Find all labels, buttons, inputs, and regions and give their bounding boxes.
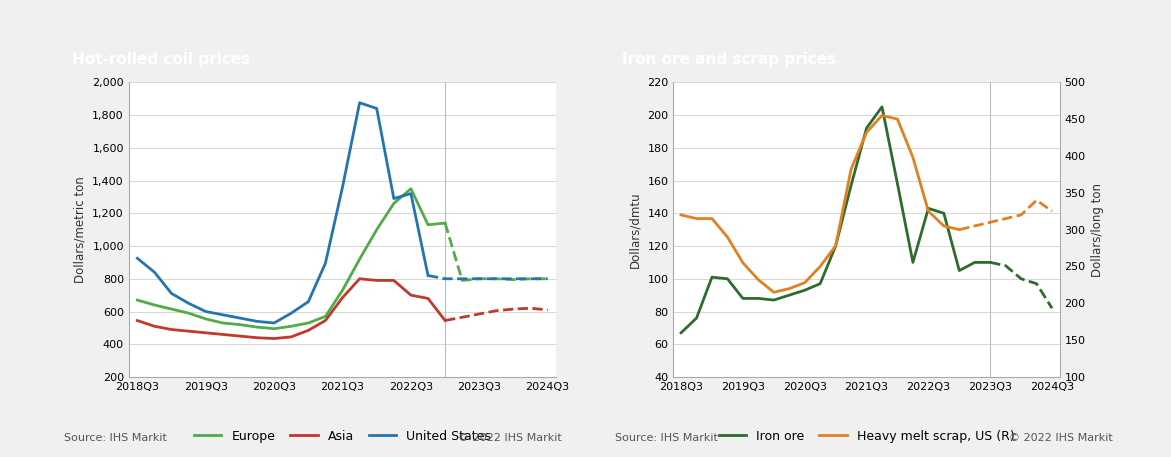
Y-axis label: Dollars/dmtu: Dollars/dmtu xyxy=(629,191,642,268)
Text: Source: IHS Markit: Source: IHS Markit xyxy=(64,433,167,443)
Text: Hot-rolled coil prices: Hot-rolled coil prices xyxy=(71,52,249,67)
Legend: Iron ore, Heavy melt scrap, US (R): Iron ore, Heavy melt scrap, US (R) xyxy=(713,425,1020,447)
Y-axis label: Dollars/metric ton: Dollars/metric ton xyxy=(74,176,87,283)
Text: © 2022 IHS Markit: © 2022 IHS Markit xyxy=(458,433,562,443)
Text: © 2022 IHS Markit: © 2022 IHS Markit xyxy=(1008,433,1112,443)
Legend: Europe, Asia, United States: Europe, Asia, United States xyxy=(189,425,497,447)
Y-axis label: Dollars/long ton: Dollars/long ton xyxy=(1091,183,1104,276)
Text: Source: IHS Markit: Source: IHS Markit xyxy=(615,433,718,443)
Text: Iron ore and scrap prices: Iron ore and scrap prices xyxy=(622,52,836,67)
